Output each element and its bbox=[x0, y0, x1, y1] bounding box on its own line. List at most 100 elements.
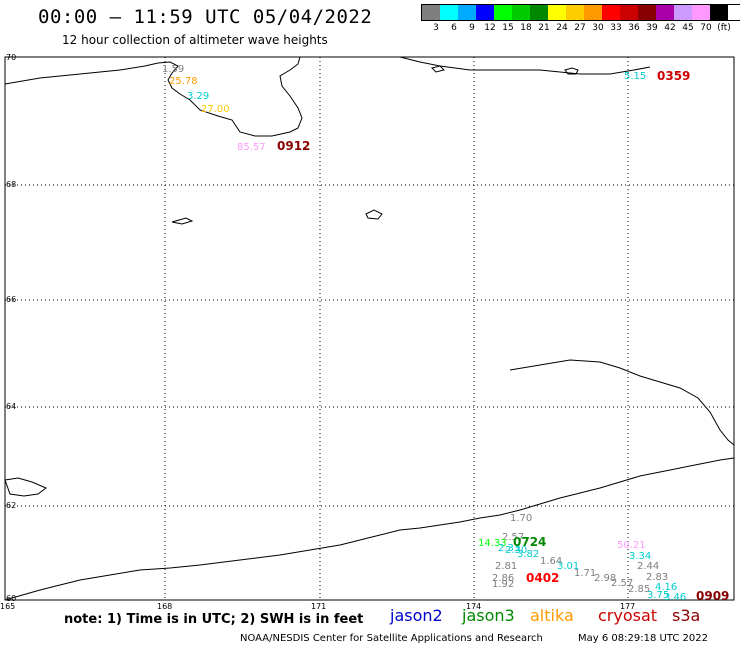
coastlines bbox=[4, 56, 735, 601]
colorbar-label: 33 bbox=[610, 23, 622, 33]
colorbar-swatches bbox=[421, 4, 740, 21]
wave-height-label: 2.44 bbox=[637, 561, 659, 572]
satellite-legend-jason2: jason2 bbox=[390, 606, 443, 625]
colorbar-label: 24 bbox=[556, 23, 568, 33]
wave-height-label: 4.16 bbox=[655, 582, 677, 593]
island-north-2 bbox=[171, 217, 194, 225]
colorbar-swatch bbox=[602, 5, 620, 20]
colorbar-label: 12 bbox=[484, 23, 496, 33]
colorbar-label: 6 bbox=[451, 23, 457, 33]
colorbar-swatch bbox=[710, 5, 728, 20]
wave-height-label: 2.33 bbox=[498, 543, 520, 554]
colorbar-swatch bbox=[656, 5, 674, 20]
wave-height-label: 3.01 bbox=[557, 561, 579, 572]
wave-height-label: 2.86 bbox=[492, 573, 514, 584]
footer-timestamp: May 6 08:29:18 UTC 2022 bbox=[578, 633, 708, 644]
lat-label: 64 bbox=[6, 402, 16, 411]
wave-height-labels: 1.5925.783.2927.0085.575.151.702.5714.33… bbox=[162, 64, 686, 603]
island-st-lawrence bbox=[4, 477, 47, 497]
colorbar-swatch bbox=[548, 5, 566, 20]
satellite-legend-cryosat: cryosat bbox=[598, 606, 658, 625]
colorbar-swatch bbox=[584, 5, 602, 20]
lon-label: 174 bbox=[466, 602, 481, 611]
colorbar-label: 18 bbox=[520, 23, 532, 33]
colorbar-label: (ft) bbox=[717, 23, 731, 33]
coast-alaska-south bbox=[4, 457, 735, 601]
wave-height-label: 27.00 bbox=[201, 104, 230, 115]
pass-time-label: 0912 bbox=[277, 139, 310, 153]
colorbar-swatch bbox=[440, 5, 458, 20]
wave-height-label: 5.15 bbox=[624, 71, 646, 82]
pass-time-label: 0402 bbox=[526, 571, 559, 585]
wave-height-label: 2.85 bbox=[628, 584, 650, 595]
colorbar-label: 70 bbox=[700, 23, 712, 33]
wave-height-label: 2.98 bbox=[594, 573, 616, 584]
wave-height-label: 1.59 bbox=[162, 64, 184, 75]
lon-label: 168 bbox=[157, 602, 172, 611]
colorbar-label: 39 bbox=[646, 23, 658, 33]
wave-height-label: 25.78 bbox=[169, 76, 198, 87]
colorbar-label: 42 bbox=[664, 23, 676, 33]
colorbar-label: 36 bbox=[628, 23, 640, 33]
wave-height-label: 1.92 bbox=[492, 579, 514, 590]
colorbar-swatch bbox=[530, 5, 548, 20]
colorbar-swatch bbox=[620, 5, 638, 20]
pass-time-labels: 0359 0912 0724 0402 0909 bbox=[277, 69, 729, 603]
colorbar-swatch bbox=[674, 5, 692, 20]
wave-height-label: 2.81 bbox=[495, 561, 517, 572]
map-frame bbox=[4, 56, 735, 601]
wave-height-label: 1.70 bbox=[510, 513, 532, 524]
colorbar-swatch bbox=[476, 5, 494, 20]
coast-chukotka-north bbox=[4, 56, 303, 137]
footer-note: note: 1) Time is in UTC; 2) SWH is in fe… bbox=[64, 612, 364, 627]
satellite-legend-s3a: s3a bbox=[672, 606, 701, 625]
wave-height-label: 3.82 bbox=[517, 549, 539, 560]
lat-label: 68 bbox=[6, 180, 16, 189]
island-small-2 bbox=[431, 65, 445, 73]
wave-height-label: 2.83 bbox=[646, 572, 668, 583]
coast-north-shore bbox=[399, 56, 651, 75]
wave-height-label: 1.64 bbox=[540, 556, 562, 567]
lat-label: 62 bbox=[6, 501, 16, 510]
graticule bbox=[5, 57, 734, 600]
lat-label: 66 bbox=[6, 295, 16, 304]
pass-time-label: 0909 bbox=[696, 589, 729, 603]
colorbar-label: 21 bbox=[538, 23, 550, 33]
wave-height-label: 85.57 bbox=[237, 142, 266, 153]
colorbar-swatch bbox=[566, 5, 584, 20]
lon-label: 177 bbox=[620, 602, 635, 611]
wave-height-label: 2.57 bbox=[611, 578, 633, 589]
colorbar-label: 30 bbox=[592, 23, 604, 33]
pass-time-label: 0724 bbox=[513, 535, 546, 549]
wave-height-label: 3.34 bbox=[629, 551, 651, 562]
coast-alaska-seward bbox=[509, 359, 735, 446]
wave-height-label: 50.21 bbox=[617, 540, 646, 551]
colorbar-label: 3 bbox=[433, 23, 439, 33]
colorbar-labels: 3 6 9 12 15 18 21 24 27 30 33 36 39 42 45 70 (ft) bbox=[421, 21, 740, 33]
colorbar-swatch bbox=[494, 5, 512, 20]
map-title: 00:00 – 11:59 UTC 05/04/2022 bbox=[38, 6, 373, 28]
colorbar-swatch bbox=[512, 5, 530, 20]
wave-height-label: 3.46 bbox=[664, 592, 686, 603]
lat-label: 60 bbox=[6, 594, 16, 603]
island-north-1 bbox=[365, 209, 383, 220]
satellite-legend-jason3: jason3 bbox=[462, 606, 515, 625]
wave-height-label: 1.71 bbox=[574, 568, 596, 579]
colorbar-legend: 3 6 9 12 15 18 21 24 27 30 33 36 39 42 45 70 (ft) bbox=[421, 4, 740, 33]
wave-height-label: 3.75 bbox=[647, 590, 669, 601]
wave-height-label: 2.30 bbox=[505, 545, 527, 556]
lon-label: 171 bbox=[311, 602, 326, 611]
lat-label: 70 bbox=[6, 53, 16, 62]
satellite-legend-altika: altika bbox=[530, 606, 574, 625]
wave-height-label: 14.33 bbox=[478, 538, 507, 549]
colorbar-swatch bbox=[458, 5, 476, 20]
wave-height-label: 2.57 bbox=[502, 532, 524, 543]
colorbar-label: 45 bbox=[682, 23, 694, 33]
wave-height-label: 3.29 bbox=[187, 91, 209, 102]
colorbar-label: 9 bbox=[469, 23, 475, 33]
colorbar-label: 27 bbox=[574, 23, 586, 33]
colorbar-swatch bbox=[692, 5, 710, 20]
colorbar-label: 15 bbox=[502, 23, 514, 33]
colorbar-swatch bbox=[638, 5, 656, 20]
